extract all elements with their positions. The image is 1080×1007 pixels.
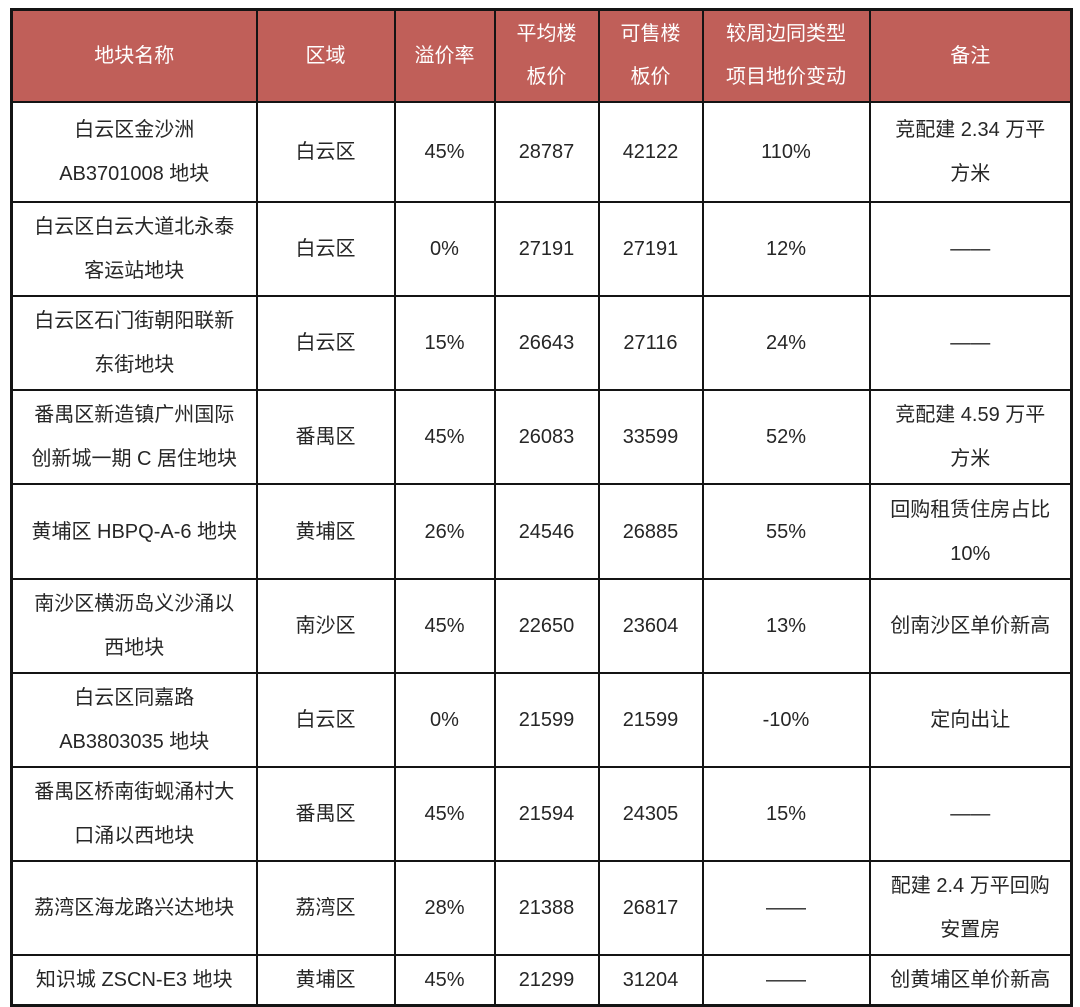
cell-price_change_vs_nearby: 110% <box>701 101 871 203</box>
cell-sellable_floor_price: 31204 <box>597 954 704 1007</box>
cell-avg_floor_price: 26643 <box>493 295 600 391</box>
cell-district: 番禺区 <box>255 766 396 862</box>
cell-premium_rate: 45% <box>393 766 496 862</box>
table-row: 白云区同嘉路 AB3803035 地块 白云区 0% 21599 21599 -10% 定向… <box>10 672 1073 768</box>
table-header: 地块名称 区域 溢价率 平均楼 板价 可售楼 板价 较周边同类型 项目地价变动 备注 <box>10 8 1073 103</box>
cell-price_change_vs_nearby: -10% <box>701 672 871 768</box>
cell-premium_rate: 0% <box>393 672 496 768</box>
cell-sellable_floor_price: 24305 <box>597 766 704 862</box>
cell-sellable_floor_price: 23604 <box>597 578 704 674</box>
cell-sellable_floor_price: 27116 <box>597 295 704 391</box>
cell-avg_floor_price: 27191 <box>493 201 600 297</box>
cell-premium_rate: 28% <box>393 860 496 956</box>
cell-name: 白云区同嘉路 AB3803035 地块 <box>10 672 258 768</box>
table-row: 荔湾区海龙路兴达地块 荔湾区 28% 21388 26817 —— 配建 2.4 万平回购 … <box>10 860 1073 956</box>
cell-district: 荔湾区 <box>255 860 396 956</box>
cell-sellable_floor_price: 27191 <box>597 201 704 297</box>
cell-premium_rate: 0% <box>393 201 496 297</box>
cell-note: 回购租赁住房占比 10% <box>868 483 1073 580</box>
table-row: 番禺区桥南街蚬涌村大 口涌以西地块 番禺区 45% 21594 24305 15% —— <box>10 766 1073 862</box>
cell-price_change_vs_nearby: —— <box>701 860 871 956</box>
column-header-name: 地块名称 <box>10 8 258 103</box>
cell-name: 番禺区新造镇广州国际 创新城一期 C 居住地块 <box>10 389 258 485</box>
cell-avg_floor_price: 21594 <box>493 766 600 862</box>
header-row: 地块名称 区域 溢价率 平均楼 板价 可售楼 板价 较周边同类型 项目地价变动 备注 <box>10 8 1073 103</box>
table-row: 白云区石门街朝阳联新 东街地块 白云区 15% 26643 27116 24% —— <box>10 295 1073 391</box>
cell-price_change_vs_nearby: 24% <box>701 295 871 391</box>
cell-price_change_vs_nearby: 12% <box>701 201 871 297</box>
cell-note: 创南沙区单价新高 <box>868 578 1073 674</box>
cell-avg_floor_price: 22650 <box>493 578 600 674</box>
cell-premium_rate: 45% <box>393 954 496 1007</box>
cell-district: 黄埔区 <box>255 483 396 580</box>
cell-name: 南沙区横沥岛义沙涌以 西地块 <box>10 578 258 674</box>
table-row: 黄埔区 HBPQ-A-6 地块 黄埔区 26% 24546 26885 55% 回购租赁住房… <box>10 483 1073 580</box>
cell-avg_floor_price: 21599 <box>493 672 600 768</box>
cell-note: 定向出让 <box>868 672 1073 768</box>
cell-note: —— <box>868 201 1073 297</box>
cell-avg_floor_price: 24546 <box>493 483 600 580</box>
cell-avg_floor_price: 28787 <box>493 101 600 203</box>
cell-note: —— <box>868 295 1073 391</box>
column-header-note: 备注 <box>868 8 1073 103</box>
table-row: 知识城 ZSCN-E3 地块 黄埔区 45% 21299 31204 —— 创黄埔区单价新高 <box>10 954 1073 1007</box>
table-row: 白云区白云大道北永泰 客运站地块 白云区 0% 27191 27191 12% —— <box>10 201 1073 297</box>
cell-note: 竞配建 4.59 万平 方米 <box>868 389 1073 485</box>
cell-district: 番禺区 <box>255 389 396 485</box>
table-body: 白云区金沙洲 AB3701008 地块 白云区 45% 28787 42122 110% 竞… <box>10 101 1073 1007</box>
cell-name: 白云区石门街朝阳联新 东街地块 <box>10 295 258 391</box>
cell-avg_floor_price: 21388 <box>493 860 600 956</box>
land-parcel-table: 地块名称 区域 溢价率 平均楼 板价 可售楼 板价 较周边同类型 项目地价变动 备注 白云区… <box>10 8 1073 1007</box>
cell-price_change_vs_nearby: 13% <box>701 578 871 674</box>
table-row: 番禺区新造镇广州国际 创新城一期 C 居住地块 番禺区 45% 26083 33599 5… <box>10 389 1073 485</box>
cell-note: 创黄埔区单价新高 <box>868 954 1073 1007</box>
cell-district: 南沙区 <box>255 578 396 674</box>
cell-district: 白云区 <box>255 672 396 768</box>
cell-district: 白云区 <box>255 101 396 203</box>
table-row: 白云区金沙洲 AB3701008 地块 白云区 45% 28787 42122 110% 竞… <box>10 101 1073 203</box>
cell-price_change_vs_nearby: 52% <box>701 389 871 485</box>
cell-premium_rate: 15% <box>393 295 496 391</box>
cell-sellable_floor_price: 42122 <box>597 101 704 203</box>
table-row: 南沙区横沥岛义沙涌以 西地块 南沙区 45% 22650 23604 13% 创南沙区单价新… <box>10 578 1073 674</box>
cell-premium_rate: 45% <box>393 389 496 485</box>
cell-avg_floor_price: 21299 <box>493 954 600 1007</box>
cell-sellable_floor_price: 21599 <box>597 672 704 768</box>
column-header-sellable_floor_price: 可售楼 板价 <box>597 8 704 103</box>
cell-price_change_vs_nearby: 15% <box>701 766 871 862</box>
cell-district: 白云区 <box>255 201 396 297</box>
cell-name: 白云区金沙洲 AB3701008 地块 <box>10 101 258 203</box>
cell-premium_rate: 45% <box>393 101 496 203</box>
cell-sellable_floor_price: 33599 <box>597 389 704 485</box>
cell-note: 配建 2.4 万平回购 安置房 <box>868 860 1073 956</box>
cell-sellable_floor_price: 26885 <box>597 483 704 580</box>
cell-price_change_vs_nearby: 55% <box>701 483 871 580</box>
cell-district: 白云区 <box>255 295 396 391</box>
cell-name: 白云区白云大道北永泰 客运站地块 <box>10 201 258 297</box>
cell-name: 番禺区桥南街蚬涌村大 口涌以西地块 <box>10 766 258 862</box>
cell-premium_rate: 45% <box>393 578 496 674</box>
column-header-district: 区域 <box>255 8 396 103</box>
column-header-price_change_vs_nearby: 较周边同类型 项目地价变动 <box>701 8 871 103</box>
column-header-premium_rate: 溢价率 <box>393 8 496 103</box>
column-header-avg_floor_price: 平均楼 板价 <box>493 8 600 103</box>
cell-name: 荔湾区海龙路兴达地块 <box>10 860 258 956</box>
cell-name: 知识城 ZSCN-E3 地块 <box>10 954 258 1007</box>
cell-price_change_vs_nearby: —— <box>701 954 871 1007</box>
cell-note: —— <box>868 766 1073 862</box>
page: 地块名称 区域 溢价率 平均楼 板价 可售楼 板价 较周边同类型 项目地价变动 备注 白云区… <box>10 8 1073 1007</box>
cell-district: 黄埔区 <box>255 954 396 1007</box>
cell-note: 竞配建 2.34 万平 方米 <box>868 101 1073 203</box>
cell-premium_rate: 26% <box>393 483 496 580</box>
cell-sellable_floor_price: 26817 <box>597 860 704 956</box>
cell-avg_floor_price: 26083 <box>493 389 600 485</box>
cell-name: 黄埔区 HBPQ-A-6 地块 <box>10 483 258 580</box>
